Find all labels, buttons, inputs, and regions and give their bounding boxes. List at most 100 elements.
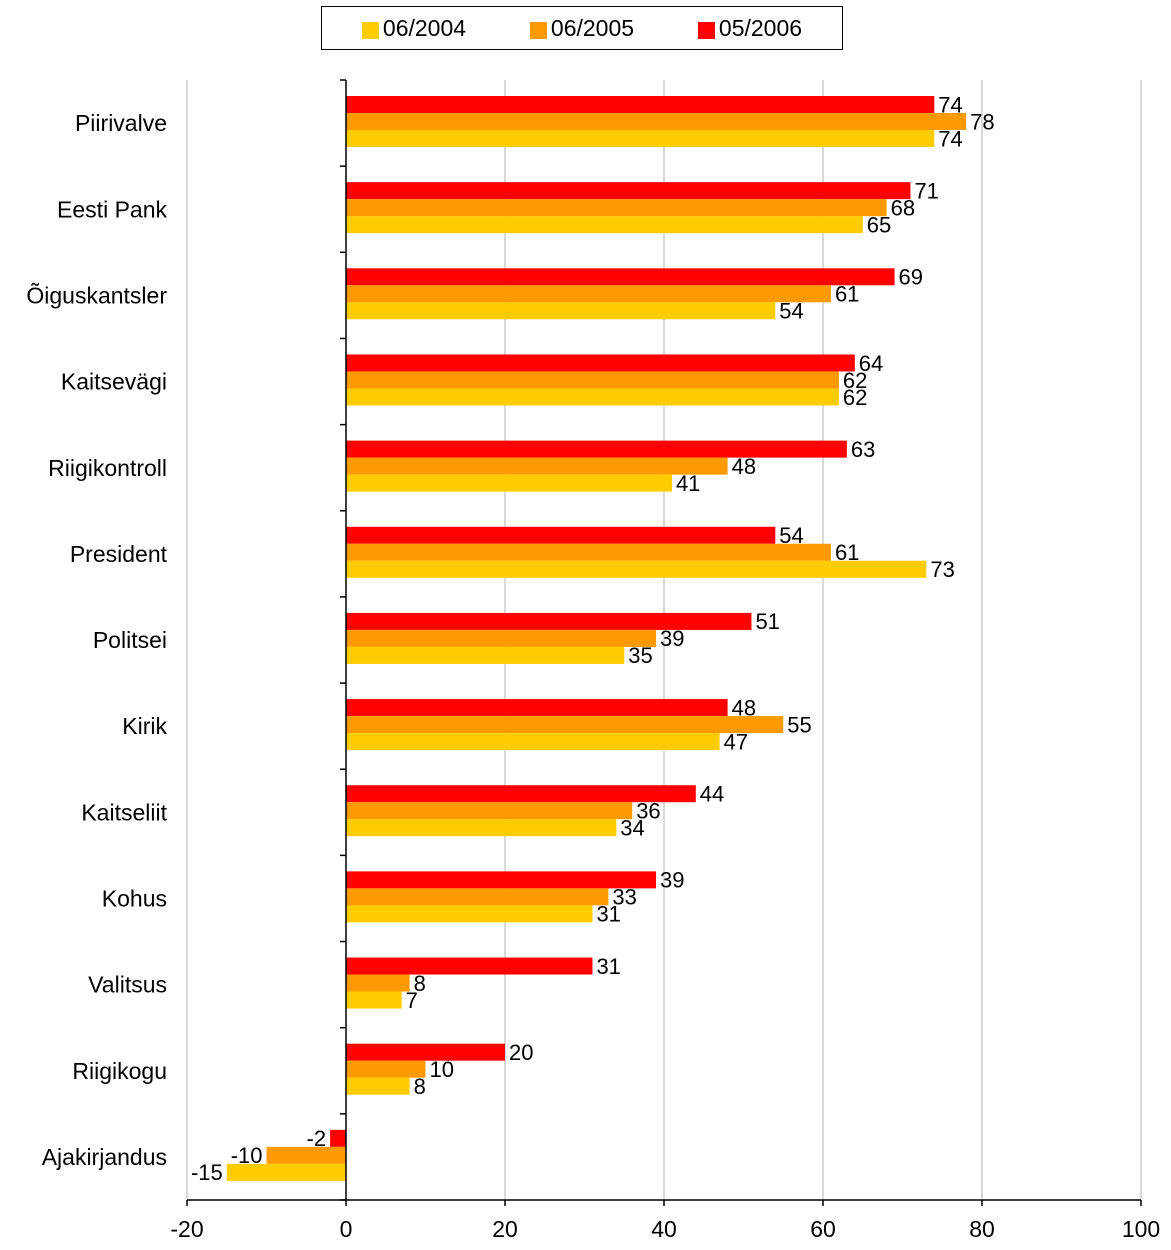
data-label: 65	[867, 212, 891, 237]
bar-05-2006-1	[346, 182, 911, 200]
data-label: 63	[851, 437, 875, 462]
category-label: Piirivalve	[75, 110, 167, 136]
bar-06-2004-3	[346, 388, 839, 406]
bar-05-2006-8	[346, 785, 696, 803]
bar-06-2004-0	[346, 130, 935, 147]
bar-05-2006-12	[330, 1129, 346, 1147]
data-label: 34	[620, 816, 644, 841]
data-label: 35	[628, 643, 652, 668]
bar-06-2005-10	[346, 974, 410, 992]
data-label: 31	[596, 954, 620, 979]
data-label: 54	[779, 299, 803, 324]
bar-06-2005-8	[346, 802, 633, 820]
x-tick-label: 0	[340, 1216, 353, 1242]
legend: 06/2004 06/2005 05/2006	[321, 6, 843, 50]
legend-swatch-2004	[361, 21, 379, 39]
x-tick-label: 20	[492, 1216, 518, 1242]
legend-label-2005: 06/2005	[550, 14, 635, 41]
category-label: Riigikontroll	[48, 455, 167, 481]
category-label: Kirik	[122, 713, 167, 739]
category-label: Eesti Pank	[57, 196, 167, 222]
category-label: Kohus	[102, 886, 167, 912]
data-label: 36	[636, 799, 660, 824]
data-label: 61	[835, 282, 859, 307]
legend-item-2005: 06/2005	[529, 14, 635, 42]
bar-06-2005-4	[346, 457, 728, 475]
data-label: 48	[732, 695, 756, 720]
category-label: Ajakirjandus	[42, 1144, 167, 1170]
data-label: 41	[676, 471, 700, 496]
bar-05-2006-9	[346, 871, 657, 889]
bar-06-2005-3	[346, 371, 839, 389]
data-label: -15	[191, 1160, 223, 1185]
data-label: 61	[835, 540, 859, 565]
data-label: 74	[938, 126, 962, 151]
bar-06-2005-1	[346, 199, 887, 217]
x-tick-label: 40	[651, 1216, 677, 1242]
bar-06-2004-5	[346, 560, 927, 578]
x-tick-label: 100	[1122, 1216, 1160, 1242]
data-label: 55	[787, 712, 811, 737]
bar-06-2004-1	[346, 216, 863, 234]
bar-06-2005-7	[346, 716, 784, 734]
data-label: 62	[843, 385, 867, 410]
bar-05-2006-7	[346, 699, 728, 717]
bar-06-2004-12	[226, 1163, 346, 1181]
category-label: Riigikogu	[72, 1058, 167, 1084]
bar-05-2006-11	[346, 1043, 505, 1061]
data-label: 48	[732, 454, 756, 479]
data-label: 39	[660, 626, 684, 651]
x-tick-label: -20	[170, 1216, 203, 1242]
x-tick-label: 80	[969, 1216, 995, 1242]
data-label: 8	[414, 971, 426, 996]
bar-06-2004-6	[346, 646, 625, 664]
data-label: 73	[930, 557, 954, 582]
legend-label-2006: 05/2006	[718, 14, 803, 41]
bar-05-2006-5	[346, 526, 776, 544]
bar-06-2004-11	[346, 1077, 410, 1095]
category-label: Õiguskantsler	[26, 281, 167, 308]
x-tick-label: 60	[810, 1216, 836, 1242]
data-label: 20	[509, 1040, 533, 1065]
data-label: 71	[914, 178, 938, 203]
legend-swatch-2006	[697, 21, 715, 39]
data-label: -10	[231, 1143, 263, 1168]
category-label: Valitsus	[88, 972, 167, 998]
data-label: 44	[700, 782, 724, 807]
data-label: 69	[899, 265, 923, 290]
bar-05-2006-10	[346, 957, 593, 975]
data-label: 10	[430, 1057, 454, 1082]
data-label: 39	[660, 868, 684, 893]
legend-item-2004: 06/2004	[361, 14, 467, 42]
bar-06-2004-4	[346, 474, 672, 492]
data-label: 62	[843, 368, 867, 393]
bar-06-2004-2	[346, 302, 776, 320]
bar-06-2005-0	[346, 113, 967, 130]
bar-06-2005-6	[346, 629, 657, 647]
data-label: 8	[414, 1074, 426, 1099]
legend-item-2006: 05/2006	[697, 14, 803, 42]
bar-06-2004-10	[346, 991, 402, 1009]
category-label: President	[70, 541, 168, 567]
bar-05-2006-3	[346, 354, 855, 372]
category-label: Politsei	[93, 627, 167, 653]
bar-06-2004-9	[346, 905, 593, 923]
data-label: 74	[938, 92, 962, 117]
bar-06-2005-12	[266, 1146, 346, 1164]
data-label: 54	[779, 523, 803, 548]
data-label: 7	[406, 988, 418, 1013]
data-label: 33	[612, 885, 636, 910]
category-label: Kaitseliit	[81, 799, 167, 825]
bar-05-2006-2	[346, 268, 895, 286]
bar-05-2006-6	[346, 612, 752, 630]
bar-05-2006-0	[346, 96, 935, 113]
legend-swatch-2005	[529, 21, 547, 39]
bar-06-2005-11	[346, 1060, 426, 1078]
data-label: 64	[859, 351, 883, 376]
legend-label-2004: 06/2004	[382, 14, 467, 41]
category-label: Kaitsevägi	[61, 369, 167, 395]
data-label: 78	[970, 109, 994, 134]
bar-06-2005-9	[346, 888, 609, 906]
bar-06-2005-5	[346, 543, 831, 561]
